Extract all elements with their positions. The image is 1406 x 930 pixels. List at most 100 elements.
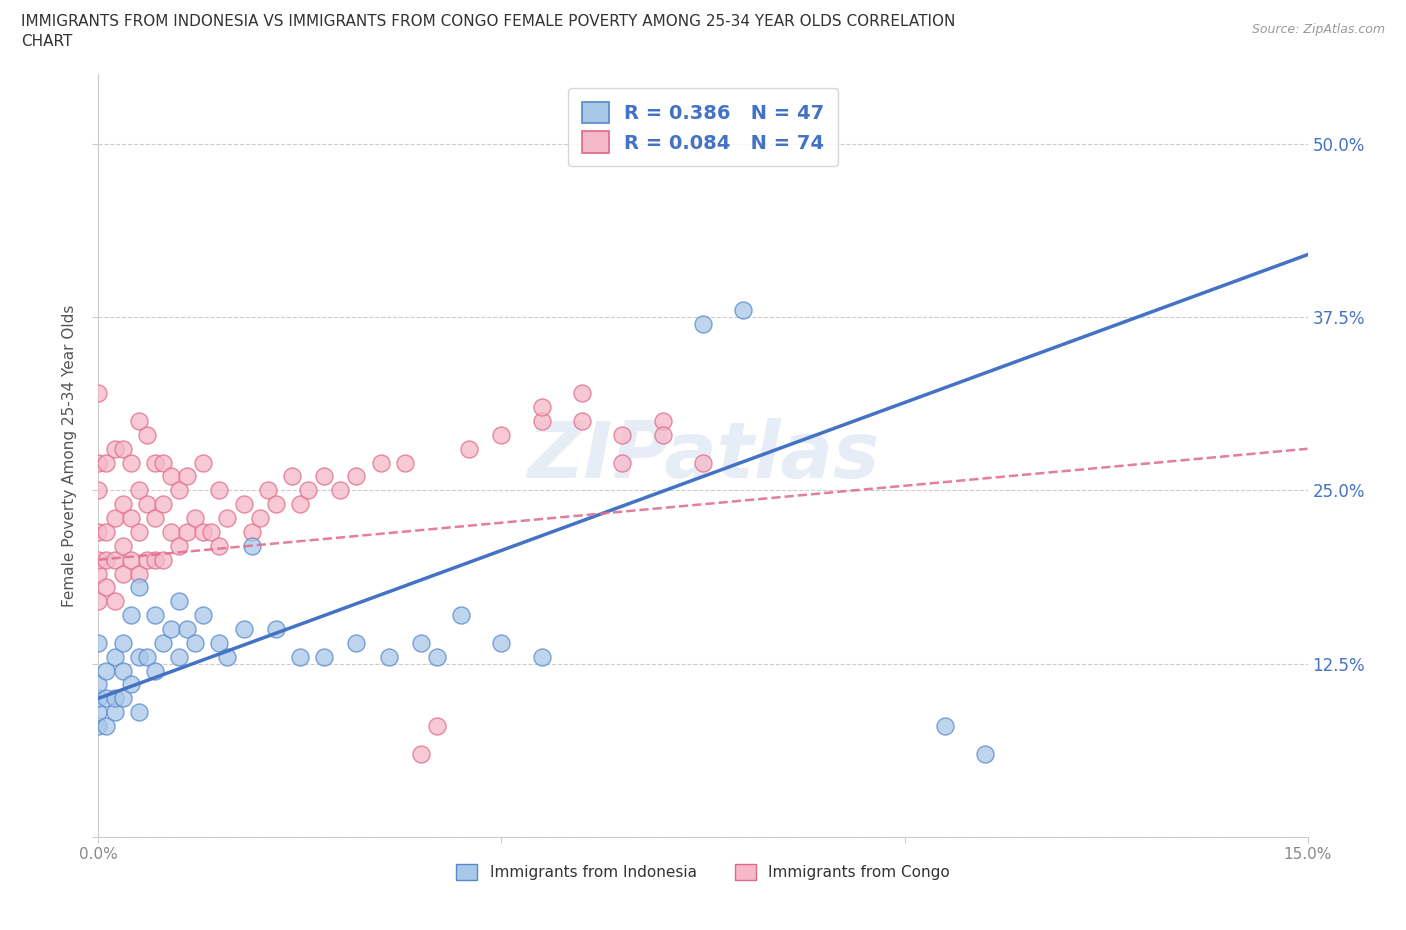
Point xyxy=(111,691,134,706)
Point xyxy=(377,649,399,664)
Point xyxy=(692,316,714,331)
Point xyxy=(135,552,157,567)
Point xyxy=(240,525,263,539)
Point xyxy=(208,483,231,498)
Point xyxy=(184,511,207,525)
Point xyxy=(612,428,634,443)
Point xyxy=(103,594,125,609)
Point xyxy=(135,497,157,512)
Text: Source: ZipAtlas.com: Source: ZipAtlas.com xyxy=(1251,23,1385,36)
Point xyxy=(530,414,553,429)
Point xyxy=(167,594,190,609)
Point xyxy=(128,580,150,595)
Point xyxy=(409,747,432,762)
Point xyxy=(733,302,755,317)
Point xyxy=(96,719,118,734)
Point xyxy=(103,442,125,457)
Point xyxy=(87,483,110,498)
Point xyxy=(571,386,593,401)
Point xyxy=(111,497,134,512)
Point xyxy=(135,649,157,664)
Point xyxy=(96,525,118,539)
Point xyxy=(135,428,157,443)
Point xyxy=(120,677,142,692)
Legend: Immigrants from Indonesia, Immigrants from Congo: Immigrants from Indonesia, Immigrants fr… xyxy=(450,858,956,886)
Point xyxy=(128,483,150,498)
Point xyxy=(256,483,278,498)
Point xyxy=(87,691,110,706)
Point xyxy=(160,469,183,484)
Point xyxy=(491,635,513,650)
Point xyxy=(152,497,174,512)
Text: CHART: CHART xyxy=(21,34,73,49)
Point xyxy=(530,649,553,664)
Point xyxy=(193,607,215,622)
Point xyxy=(96,663,118,678)
Point xyxy=(232,621,254,636)
Point xyxy=(87,677,110,692)
Point xyxy=(692,455,714,470)
Point xyxy=(651,414,673,429)
Point xyxy=(176,469,198,484)
Point xyxy=(152,455,174,470)
Point xyxy=(264,621,287,636)
Point xyxy=(128,705,150,720)
Y-axis label: Female Poverty Among 25-34 Year Olds: Female Poverty Among 25-34 Year Olds xyxy=(62,304,77,607)
Point xyxy=(200,525,222,539)
Point xyxy=(394,455,416,470)
Point xyxy=(458,442,481,457)
Point xyxy=(297,483,319,498)
Point xyxy=(651,428,673,443)
Point xyxy=(87,705,110,720)
Point xyxy=(281,469,304,484)
Point xyxy=(160,621,183,636)
Point xyxy=(426,649,449,664)
Point xyxy=(128,414,150,429)
Point xyxy=(103,705,125,720)
Point xyxy=(184,635,207,650)
Point xyxy=(143,455,166,470)
Point xyxy=(96,455,118,470)
Point xyxy=(143,663,166,678)
Point xyxy=(111,538,134,553)
Point xyxy=(87,594,110,609)
Point xyxy=(491,428,513,443)
Point xyxy=(87,552,110,567)
Point xyxy=(152,635,174,650)
Point xyxy=(530,400,553,415)
Point xyxy=(426,719,449,734)
Point xyxy=(143,607,166,622)
Point xyxy=(176,525,198,539)
Point xyxy=(288,497,311,512)
Text: IMMIGRANTS FROM INDONESIA VS IMMIGRANTS FROM CONGO FEMALE POVERTY AMONG 25-34 YE: IMMIGRANTS FROM INDONESIA VS IMMIGRANTS … xyxy=(21,14,956,29)
Point xyxy=(111,663,134,678)
Point xyxy=(208,538,231,553)
Point xyxy=(87,386,110,401)
Point xyxy=(288,649,311,664)
Point xyxy=(120,455,142,470)
Point xyxy=(87,719,110,734)
Point xyxy=(103,552,125,567)
Point xyxy=(167,538,190,553)
Point xyxy=(208,635,231,650)
Point xyxy=(409,635,432,650)
Point xyxy=(974,747,997,762)
Point xyxy=(160,525,183,539)
Point xyxy=(111,442,134,457)
Point xyxy=(193,525,215,539)
Point xyxy=(217,649,239,664)
Point xyxy=(612,455,634,470)
Point xyxy=(87,635,110,650)
Point xyxy=(329,483,352,498)
Point xyxy=(103,691,125,706)
Point xyxy=(96,691,118,706)
Point xyxy=(934,719,956,734)
Point xyxy=(193,455,215,470)
Point xyxy=(176,621,198,636)
Point xyxy=(128,649,150,664)
Point xyxy=(249,511,271,525)
Point xyxy=(87,566,110,581)
Point xyxy=(103,511,125,525)
Point xyxy=(167,649,190,664)
Point xyxy=(87,455,110,470)
